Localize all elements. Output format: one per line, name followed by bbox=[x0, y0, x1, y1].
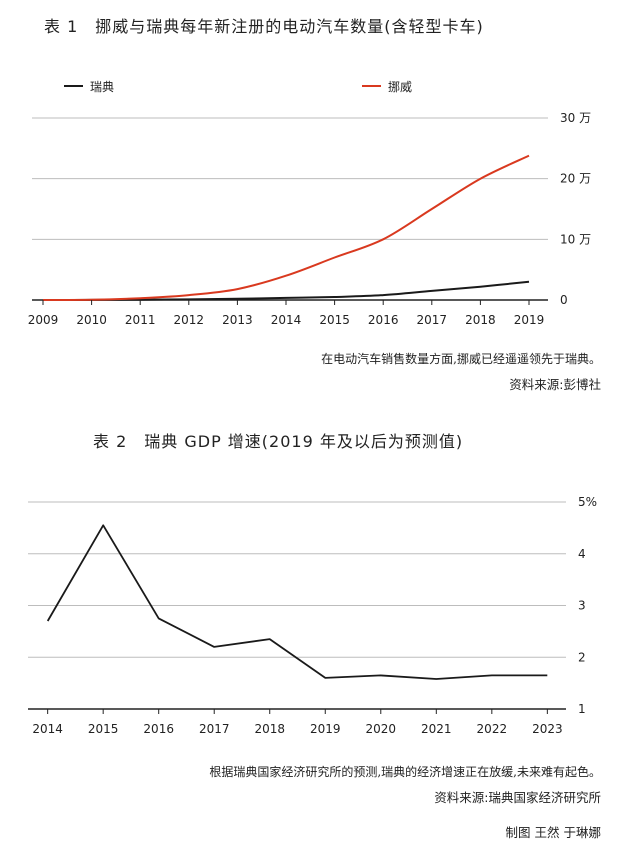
chart2-x-tick-label: 2015 bbox=[88, 722, 119, 736]
chart2-x-tick-label: 2021 bbox=[421, 722, 452, 736]
chart1-x-tick-label: 2013 bbox=[222, 313, 253, 327]
chart2-x-tick-label: 2014 bbox=[32, 722, 63, 736]
chart2-x-tick-label: 2017 bbox=[199, 722, 230, 736]
chart1-x-tick-label: 2018 bbox=[465, 313, 496, 327]
chart1-x-tick-label: 2015 bbox=[319, 313, 350, 327]
chart1-y-tick-label: 20 万 bbox=[560, 172, 591, 186]
chart1-legend-label: 瑞典 bbox=[90, 80, 114, 94]
chart1-series-line-瑞典 bbox=[42, 280, 530, 301]
chart2-x-tick-label: 2016 bbox=[143, 722, 174, 736]
chart1-x-tick-label: 2010 bbox=[76, 313, 107, 327]
chart1-x-tick-label: 2019 bbox=[514, 313, 545, 327]
chart1-x-tick-label: 2016 bbox=[368, 313, 399, 327]
chart1-series-line-挪威 bbox=[42, 154, 530, 301]
chart1-note: 在电动汽车销售数量方面,挪威已经遥遥领先于瑞典。 bbox=[321, 352, 601, 366]
chart2-svg: 1 2 3 4 5% 2014 2015 2016 2017 2018 2019 2020 2021 2… bbox=[28, 495, 597, 736]
chart2-x-tick-label: 2023 bbox=[532, 722, 563, 736]
chart2-x-tick-label: 2020 bbox=[366, 722, 397, 736]
chart2-series-line bbox=[46, 524, 548, 680]
chart2-y-tick-label: 4 bbox=[578, 547, 586, 561]
chart2-note: 根据瑞典国家经济研究所的预测,瑞典的经济增速正在放缓,未来难有起色。 bbox=[209, 765, 601, 779]
chart1-svg: 0 10 万 20 万 30 万 2009 2010 2011 2012 2013 2014 20… bbox=[28, 80, 591, 327]
chart1-x-tick-label: 2012 bbox=[174, 313, 205, 327]
chart1-title: 表 1 挪威与瑞典每年新注册的电动汽车数量(含轻型卡车) bbox=[44, 17, 484, 36]
chart2-x-tick-label: 2018 bbox=[254, 722, 285, 736]
chart2-y-tick-label: 5% bbox=[578, 495, 597, 509]
chart2-title: 表 2 瑞典 GDP 增速(2019 年及以后为预测值) bbox=[93, 432, 464, 451]
chart1-y-tick-label: 30 万 bbox=[560, 111, 591, 125]
credit: 制图 王然 于琳娜 bbox=[505, 825, 601, 840]
chart1-y-tick-label: 0 bbox=[560, 293, 568, 307]
chart1-source: 资料来源:彭博社 bbox=[509, 377, 601, 392]
chart1-x-tick-label: 2014 bbox=[271, 313, 302, 327]
chart1-x-tick-label: 2009 bbox=[28, 313, 59, 327]
chart1-x-tick-label: 2017 bbox=[417, 313, 448, 327]
chart2-x-tick-label: 2022 bbox=[477, 722, 508, 736]
chart1-y-tick-label: 10 万 bbox=[560, 232, 591, 246]
chart2-y-tick-label: 1 bbox=[578, 702, 586, 716]
chart2-source: 资料来源:瑞典国家经济研究所 bbox=[434, 790, 601, 805]
chart2-y-tick-label: 2 bbox=[578, 650, 586, 664]
chart2-y-tick-label: 3 bbox=[578, 599, 586, 613]
chart1-legend-label: 挪威 bbox=[388, 80, 412, 94]
chart2-x-tick-label: 2019 bbox=[310, 722, 341, 736]
chart1-x-tick-label: 2011 bbox=[125, 313, 156, 327]
